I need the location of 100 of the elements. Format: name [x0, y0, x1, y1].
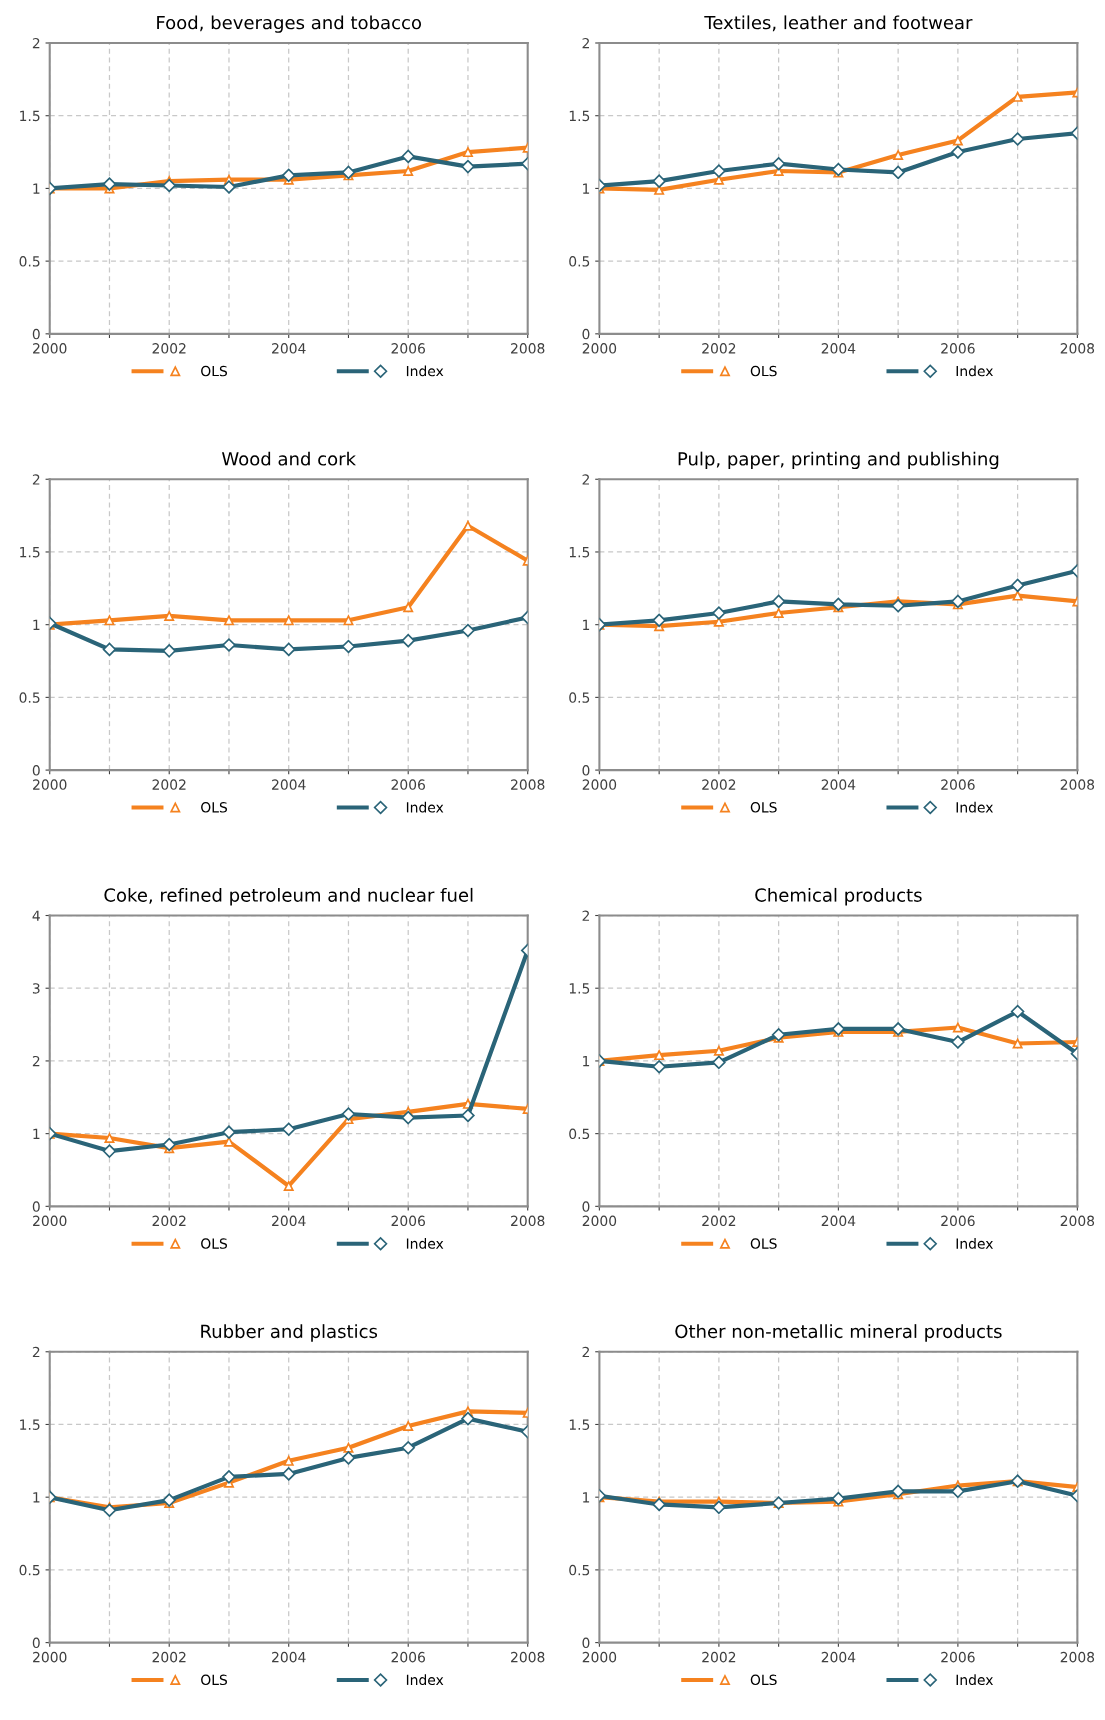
- x-tick-label: 2008: [1060, 1215, 1095, 1227]
- chart-title: Textiles, leather and footwear: [704, 15, 973, 32]
- x-tick-label: 2008: [1060, 343, 1095, 354]
- y-tick-label: 0: [32, 765, 40, 776]
- y-tick-label: 1: [33, 619, 40, 630]
- y-tick-label: 4: [32, 910, 40, 921]
- x-tick-label: 2000: [33, 343, 67, 354]
- legend-label: Index: [406, 365, 444, 377]
- x-tick-label: 2000: [582, 343, 617, 354]
- x-tick-label: 2008: [1060, 1651, 1095, 1663]
- x-tick-label: 2002: [702, 779, 736, 790]
- x-tick-label: 2006: [391, 1215, 426, 1227]
- x-tick-label: 2006: [941, 1651, 975, 1663]
- legend-label: Index: [956, 1674, 994, 1686]
- y-tick-label: 1.5: [569, 1419, 590, 1430]
- y-tick-label: 0: [582, 1201, 590, 1212]
- legend-label: OLS: [201, 802, 228, 813]
- y-tick-label: 1.5: [20, 110, 40, 122]
- x-tick-label: 2006: [391, 1651, 426, 1663]
- legend-label: OLS: [750, 1674, 777, 1686]
- legend-label: OLS: [750, 1238, 777, 1249]
- y-tick-label: 1: [583, 619, 590, 630]
- y-tick-label: 1: [583, 1056, 590, 1067]
- y-tick-label: 2: [582, 37, 589, 49]
- x-tick-label: 2004: [272, 343, 306, 354]
- y-tick-label: 0.5: [569, 692, 590, 703]
- chart-title: Wood and cork: [221, 451, 356, 466]
- chart-title: Pulp, paper, printing and publishing: [678, 451, 999, 470]
- legend-label: OLS: [750, 802, 777, 813]
- x-tick-label: 2000: [582, 1215, 617, 1227]
- x-tick-label: 2006: [941, 1215, 975, 1227]
- y-tick-label: 1.5: [569, 547, 590, 558]
- x-tick-label: 2002: [702, 1215, 736, 1227]
- legend-label: Index: [956, 365, 994, 377]
- x-tick-label: 2006: [391, 779, 426, 790]
- y-tick-label: 0.5: [569, 1128, 590, 1140]
- x-tick-label: 2008: [511, 1651, 545, 1663]
- y-tick-label: 0: [32, 1201, 40, 1212]
- y-tick-label: 0.5: [19, 692, 40, 703]
- y-tick-label: 1.5: [20, 1419, 40, 1430]
- x-tick-label: 2008: [511, 1215, 545, 1227]
- x-tick-label: 2004: [821, 779, 856, 790]
- y-tick-label: 2: [32, 474, 40, 485]
- legend-label: Index: [406, 801, 444, 813]
- x-tick-label: 2006: [391, 343, 426, 354]
- y-tick-label: 0: [582, 328, 590, 340]
- x-tick-label: 2000: [33, 1215, 67, 1227]
- x-tick-label: 2002: [152, 779, 186, 790]
- x-tick-label: 2002: [702, 1651, 736, 1663]
- y-tick-label: 0: [582, 765, 590, 776]
- y-tick-label: 1: [583, 183, 590, 194]
- x-tick-label: 2002: [152, 1651, 186, 1663]
- x-tick-label: 2000: [33, 1651, 67, 1663]
- legend-label: Index: [956, 801, 994, 813]
- y-tick-label: 2: [32, 1346, 40, 1358]
- x-tick-label: 2006: [941, 343, 975, 354]
- x-tick-label: 2004: [821, 1651, 856, 1663]
- legend-label: OLS: [201, 1238, 228, 1249]
- x-tick-label: 2008: [511, 343, 545, 354]
- x-tick-label: 2002: [702, 343, 736, 354]
- x-tick-label: 2008: [1060, 779, 1095, 790]
- x-tick-label: 2000: [582, 779, 617, 790]
- y-tick-label: 1: [33, 1128, 40, 1139]
- legend-label: OLS: [201, 1674, 228, 1686]
- chart-title: Other non-metallic mineral products: [675, 1324, 1002, 1342]
- y-tick-label: 2: [582, 910, 589, 921]
- y-tick-label: 1.5: [569, 110, 590, 122]
- x-tick-label: 2002: [152, 1215, 186, 1227]
- y-tick-label: 1: [583, 1492, 590, 1503]
- y-tick-label: 3: [32, 983, 40, 994]
- x-tick-label: 2008: [511, 779, 545, 790]
- y-tick-label: 1: [33, 183, 40, 194]
- legend-label: Index: [406, 1674, 444, 1686]
- y-tick-label: 0.5: [569, 256, 590, 267]
- legend-label: Index: [406, 1238, 444, 1249]
- y-tick-label: 0.5: [569, 1564, 590, 1576]
- legend-label: OLS: [750, 365, 777, 377]
- y-tick-label: 1: [33, 1492, 40, 1503]
- legend-label: Index: [956, 1238, 994, 1249]
- chart-title: Food, beverages and tobacco: [157, 15, 422, 33]
- y-tick-label: 1.5: [20, 547, 40, 558]
- x-tick-label: 2004: [272, 1651, 306, 1663]
- y-tick-label: 0.5: [19, 256, 40, 267]
- y-tick-label: 0: [582, 1637, 590, 1649]
- x-tick-label: 2004: [272, 779, 306, 790]
- y-tick-label: 0.5: [19, 1564, 40, 1576]
- y-tick-label: 2: [582, 1346, 589, 1358]
- y-tick-label: 1.5: [569, 983, 590, 994]
- x-tick-label: 2004: [821, 343, 856, 354]
- x-tick-label: 2002: [152, 343, 186, 354]
- y-tick-label: 2: [32, 37, 40, 49]
- y-tick-label: 0: [32, 1637, 40, 1649]
- x-tick-label: 2000: [582, 1651, 617, 1663]
- x-tick-label: 2000: [33, 779, 67, 790]
- y-tick-label: 2: [582, 474, 589, 485]
- chart-title: Coke, refined petroleum and nuclear fuel: [104, 887, 473, 906]
- x-tick-label: 2006: [941, 779, 975, 790]
- x-tick-label: 2004: [272, 1215, 306, 1227]
- y-tick-label: 0: [32, 328, 40, 340]
- legend-label: OLS: [201, 365, 228, 377]
